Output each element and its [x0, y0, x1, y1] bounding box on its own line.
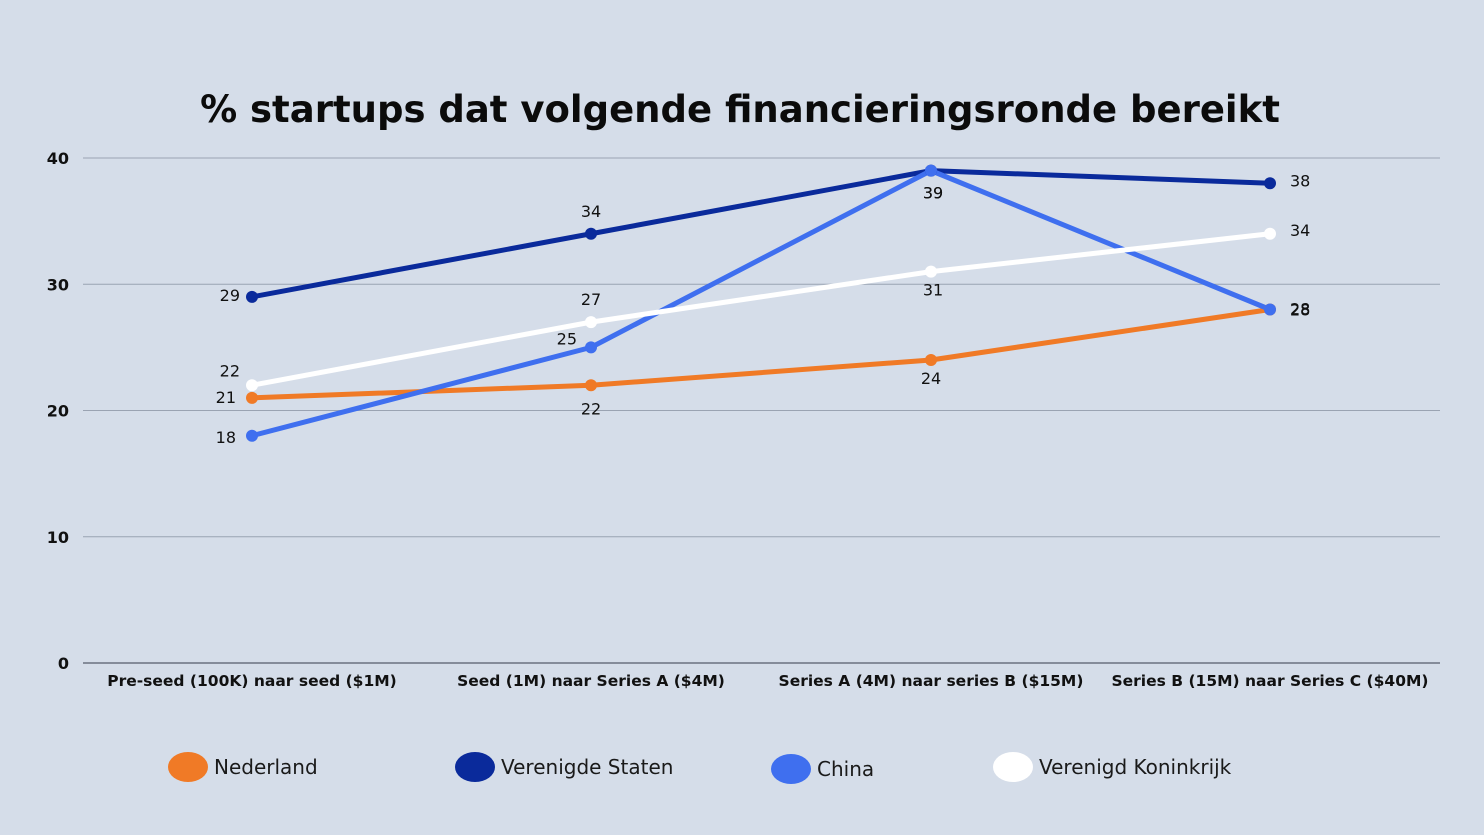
data-point [246, 391, 258, 404]
grid [83, 157, 1440, 664]
data-label: 28 [1290, 301, 1310, 320]
y-axis-ticks: 0 10 20 30 40 [47, 149, 69, 673]
y-tick-label: 10 [47, 528, 69, 547]
data-label: 38 [1290, 171, 1310, 190]
data-label: 39 [923, 184, 943, 203]
data-point [246, 290, 258, 303]
data-label: 28 [1290, 300, 1310, 319]
data-label: 39 [923, 184, 943, 203]
data-point [925, 164, 937, 177]
x-tick-label: Series B (15M) naar Series C ($40M) [1111, 672, 1428, 690]
y-tick-label: 0 [58, 654, 69, 673]
chart-title: % startups dat volgende financieringsron… [200, 88, 1280, 131]
x-axis-ticks: Pre-seed (100K) naar seed ($1M) Seed (1M)… [107, 672, 1428, 690]
data-label: 27 [581, 290, 601, 309]
series-lines [249, 168, 1273, 439]
x-tick-label: Pre-seed (100K) naar seed ($1M) [107, 672, 397, 690]
series-points [246, 164, 1276, 442]
series-line-3 [249, 231, 1273, 388]
series-line-2 [249, 168, 1273, 439]
data-point [585, 341, 597, 354]
data-label: 31 [923, 281, 943, 300]
data-label: 22 [581, 399, 601, 418]
data-label: 34 [1290, 221, 1310, 240]
data-point [585, 316, 597, 329]
data-point [925, 265, 937, 278]
data-point [585, 379, 597, 392]
y-tick-label: 30 [47, 275, 69, 294]
data-point [1264, 177, 1276, 190]
series-line-0 [249, 307, 1273, 401]
data-label: 34 [581, 202, 601, 221]
data-point [246, 429, 258, 442]
data-label: 29 [220, 286, 240, 305]
data-point [585, 227, 597, 240]
x-tick-label: Seed (1M) naar Series A ($4M) [457, 672, 725, 690]
x-tick-label: Series A (4M) naar series B ($15M) [779, 672, 1084, 690]
data-point [925, 354, 937, 366]
data-label: 21 [216, 388, 236, 407]
data-label: 25 [557, 329, 577, 348]
y-tick-label: 20 [47, 402, 69, 421]
series-line-1 [249, 168, 1273, 300]
data-point [1264, 303, 1276, 316]
data-point [246, 379, 258, 392]
data-point [1264, 227, 1276, 240]
data-label: 24 [921, 369, 941, 388]
y-tick-label: 40 [47, 149, 69, 168]
data-label: 22 [220, 361, 240, 380]
data-label: 18 [216, 428, 236, 447]
